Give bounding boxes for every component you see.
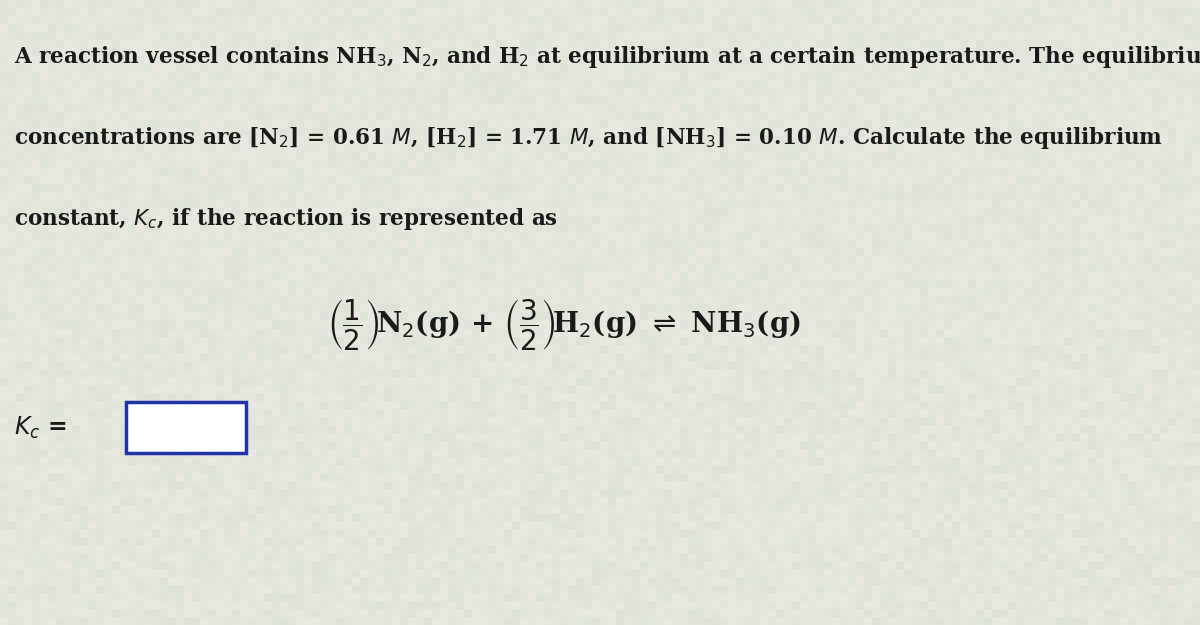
Text: A reaction vessel contains NH$_3$, N$_2$, and H$_2$ at equilibrium at a certain : A reaction vessel contains NH$_3$, N$_2$… xyxy=(14,44,1200,70)
FancyBboxPatch shape xyxy=(126,402,246,453)
Text: constant, $K_c$, if the reaction is represented as: constant, $K_c$, if the reaction is repr… xyxy=(14,206,558,232)
Text: $\mathit{K}_c$ =: $\mathit{K}_c$ = xyxy=(14,415,67,441)
Text: concentrations are [N$_2$] = 0.61 $M$, [H$_2$] = 1.71 $M$, and [NH$_3$] = 0.10 $: concentrations are [N$_2$] = 0.61 $M$, [… xyxy=(14,125,1163,151)
Text: $\left(\dfrac{1}{2}\right)\!$N$_2$(g) + $\left(\dfrac{3}{2}\right)\!$H$_2$(g) $\: $\left(\dfrac{1}{2}\right)\!$N$_2$(g) + … xyxy=(328,298,800,352)
